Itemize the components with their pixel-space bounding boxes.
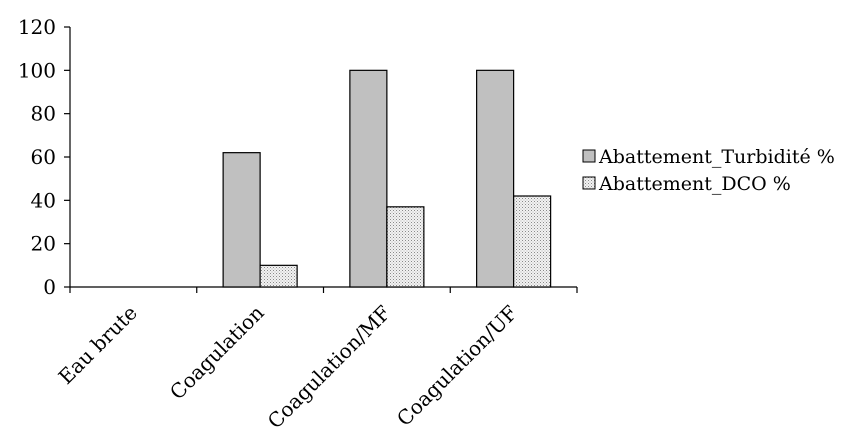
legend-swatch-turbidite	[582, 149, 596, 163]
legend-label-turbidite: Abattement_Turbidité %	[598, 146, 835, 168]
x-category-label: Coagulation/MF	[263, 300, 396, 433]
x-category-label: Coagulation	[165, 300, 269, 404]
bar-dco-3	[513, 195, 552, 288]
y-tick-label: 100	[18, 58, 56, 82]
y-tick-label: 20	[31, 232, 56, 256]
y-tick-label: 40	[31, 188, 56, 212]
legend-label-dco: Abattement_DCO %	[598, 173, 791, 195]
bar-dco-2	[386, 206, 425, 288]
legend: Abattement_Turbidité % Abattement_DCO %	[582, 146, 835, 195]
x-category-label: Eau brute	[54, 301, 142, 389]
y-tick-label: 60	[31, 145, 56, 169]
bar-turbidite-1	[222, 152, 261, 288]
legend-swatch-dco	[582, 176, 596, 190]
bar-turbidite-3	[476, 69, 515, 288]
bar-turbidite-2	[349, 69, 388, 288]
bar-dco-1	[259, 264, 298, 288]
y-tick-label: 80	[31, 102, 56, 126]
bars	[222, 69, 552, 288]
y-tick-label: 120	[18, 15, 56, 39]
x-category-label: Coagulation/UF	[392, 300, 522, 430]
y-tick-label: 0	[43, 275, 56, 299]
